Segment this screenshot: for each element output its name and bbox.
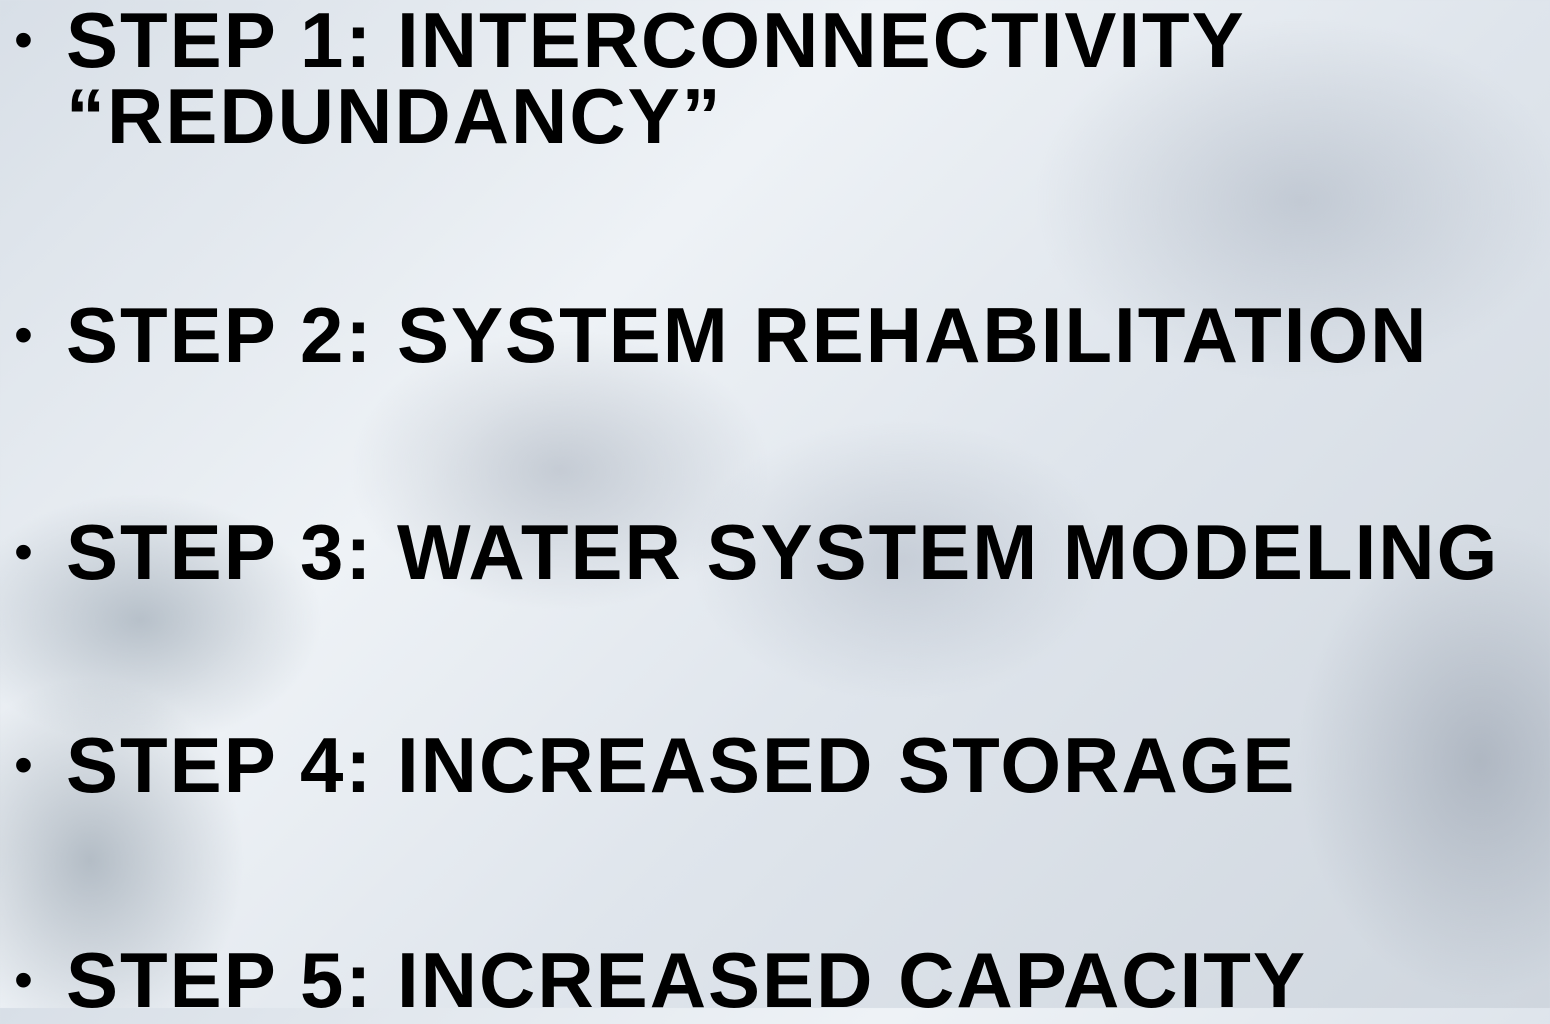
bullet-item: STEP 4: INCREASED STORAGE [66, 727, 1546, 803]
slide: STEP 1: INTERCONNECTIVITY “REDUNDANCY” S… [0, 0, 1550, 1008]
bullet-item: STEP 5: INCREASED CAPACITY [66, 942, 1546, 1018]
bullet-item: STEP 1: INTERCONNECTIVITY “REDUNDANCY” [66, 2, 1546, 154]
bullet-item: STEP 3: WATER SYSTEM MODELING [66, 514, 1546, 590]
bullet-item: STEP 2: SYSTEM REHABILITATION [66, 297, 1546, 373]
